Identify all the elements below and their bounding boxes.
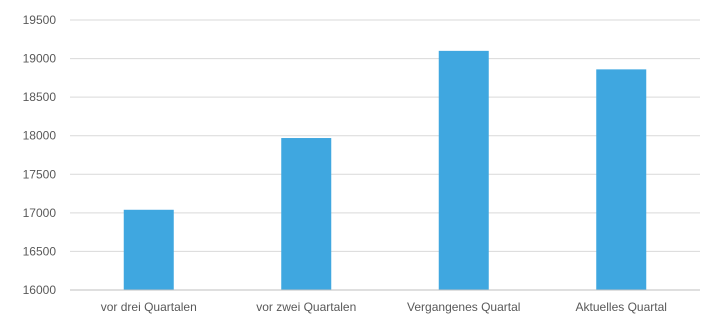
y-tick-label: 17000 [23, 206, 57, 220]
bar-4 [596, 69, 647, 290]
y-axis-tick-labels: 16000 16500 17000 17500 18000 18500 19000 19500 [23, 13, 57, 297]
y-tick-label: 18000 [23, 129, 57, 143]
y-tick-label: 19000 [23, 52, 57, 66]
bar-3 [438, 50, 489, 290]
y-tick-label: 17500 [23, 167, 57, 181]
x-category-label: Aktuelles Quartal [576, 300, 667, 314]
x-category-label: Vergangenes Quartal [407, 300, 520, 314]
gridlines [70, 19, 700, 252]
bars [123, 50, 647, 290]
x-category-label: vor zwei Quartalen [256, 300, 356, 314]
bar-2 [281, 138, 332, 290]
x-category-label: vor drei Quartalen [101, 300, 197, 314]
y-tick-label: 19500 [23, 13, 57, 27]
y-tick-label: 18500 [23, 90, 57, 104]
y-tick-label: 16000 [23, 283, 57, 297]
y-tick-label: 16500 [23, 244, 57, 258]
bar-1 [123, 209, 174, 290]
x-axis-category-labels: vor drei Quartalen vor zwei Quartalen Verg… [101, 300, 667, 314]
